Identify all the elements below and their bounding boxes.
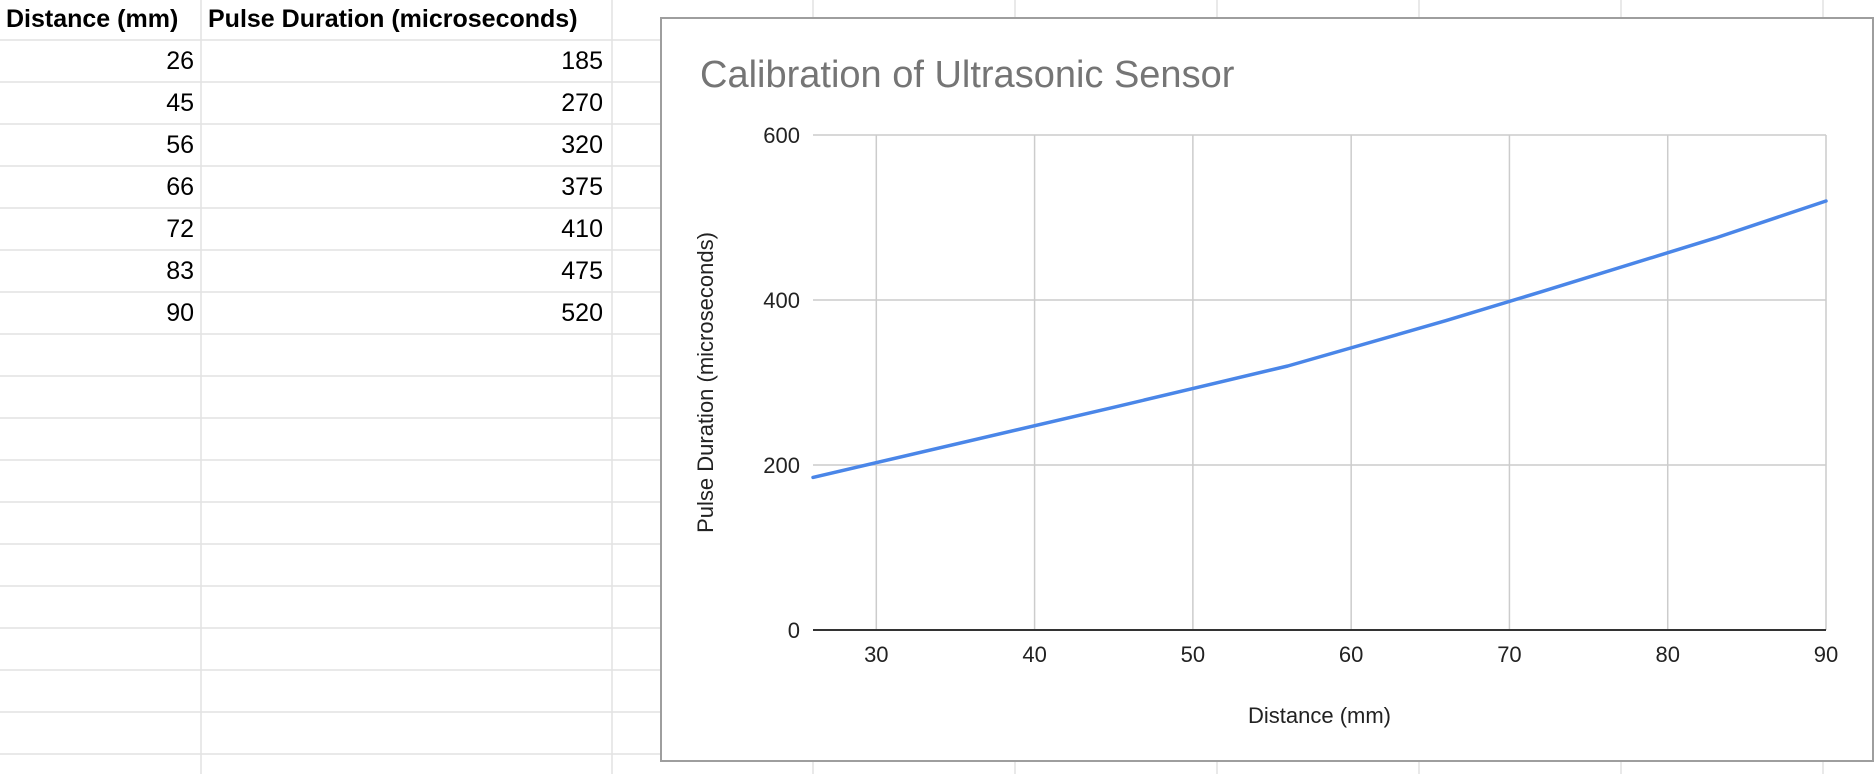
chart-title: Calibration of Ultrasonic Sensor — [700, 54, 1235, 96]
x-tick-label: 90 — [1814, 642, 1838, 667]
series-line[interactable] — [811, 199, 1828, 480]
cell-pulse-duration[interactable]: 270 — [561, 89, 603, 117]
cell-distance[interactable]: 83 — [166, 257, 194, 285]
y-tick-label: 400 — [763, 288, 800, 313]
header-pulse-duration[interactable]: Pulse Duration (microseconds) — [208, 5, 578, 33]
cell-pulse-duration[interactable]: 475 — [561, 257, 603, 285]
y-tick-label: 600 — [763, 123, 800, 148]
x-tick-label: 40 — [1022, 642, 1046, 667]
cell-distance[interactable]: 72 — [166, 215, 194, 243]
x-tick-label: 80 — [1655, 642, 1679, 667]
cell-pulse-duration[interactable]: 375 — [561, 173, 603, 201]
header-distance[interactable]: Distance (mm) — [6, 5, 179, 33]
y-tick-label: 0 — [788, 618, 800, 643]
y-tick-label: 200 — [763, 453, 800, 478]
line-chart: 0 200 400 600 30 40 50 60 70 80 90 Distance (mm) Pul… — [693, 123, 1838, 728]
cell-distance[interactable]: 90 — [166, 299, 194, 327]
y-axis-label: Pulse Duration (microseconds) — [693, 232, 718, 533]
cell-pulse-duration[interactable]: 410 — [561, 215, 603, 243]
cell-distance[interactable]: 26 — [166, 47, 194, 75]
x-tick-label: 70 — [1497, 642, 1521, 667]
cell-pulse-duration[interactable]: 320 — [561, 131, 603, 159]
cell-pulse-duration[interactable]: 185 — [561, 47, 603, 75]
x-axis-label: Distance (mm) — [1248, 703, 1391, 728]
cell-pulse-duration[interactable]: 520 — [561, 299, 603, 327]
chart-panel[interactable]: Calibration of Ultrasonic Sensor 0 200 400… — [660, 17, 1874, 762]
cell-distance[interactable]: 45 — [166, 89, 194, 117]
x-tick-label: 30 — [864, 642, 888, 667]
cell-distance[interactable]: 66 — [166, 173, 194, 201]
x-tick-label: 50 — [1181, 642, 1205, 667]
cell-distance[interactable]: 56 — [166, 131, 194, 159]
x-tick-label: 60 — [1339, 642, 1363, 667]
